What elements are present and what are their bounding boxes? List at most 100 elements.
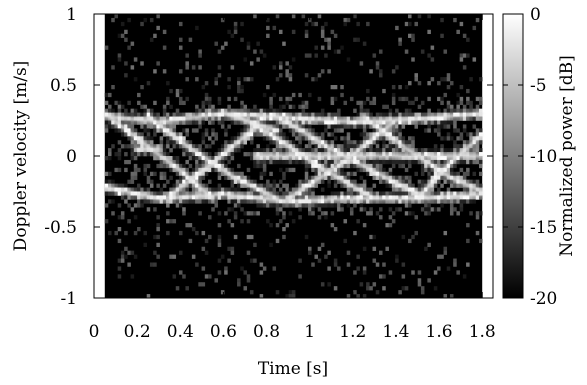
- heatmap-cell: [124, 167, 128, 173]
- heatmap-cell: [108, 179, 112, 184]
- heatmap-cell: [185, 159, 189, 165]
- heatmap-cell: [182, 175, 186, 180]
- heatmap-cell: [304, 179, 309, 184]
- heatmap-cell: [182, 120, 186, 125]
- heatmap-cell: [124, 29, 128, 35]
- heatmap-cell: [366, 199, 370, 204]
- heatmap-cell: [249, 191, 254, 196]
- heatmap-cell: [120, 144, 125, 149]
- heatmap-cell: [320, 163, 325, 169]
- heatmap-cell: [443, 246, 448, 251]
- heatmap-cell: [427, 159, 431, 165]
- heatmap-cell: [227, 124, 231, 129]
- heatmap-cell: [469, 199, 473, 204]
- heatmap-cell: [220, 159, 225, 165]
- heatmap-cell: [137, 183, 141, 188]
- heatmap-cell: [259, 203, 264, 208]
- heatmap-cell: [314, 152, 318, 157]
- heatmap-cell: [214, 191, 218, 196]
- heatmap-cell: [159, 140, 164, 145]
- heatmap-cell: [320, 159, 325, 165]
- heatmap-cell: [304, 234, 309, 240]
- heatmap-cell: [143, 148, 148, 153]
- heatmap-cell: [195, 230, 199, 236]
- heatmap-cell: [359, 203, 364, 208]
- heatmap-cell: [408, 140, 412, 145]
- heatmap-cell: [382, 144, 386, 149]
- heatmap-cell: [198, 175, 202, 180]
- heatmap-cell: [324, 120, 328, 125]
- heatmap-cell: [362, 167, 367, 173]
- heatmap-cell: [156, 112, 160, 117]
- heatmap-cell: [372, 159, 377, 165]
- heatmap-cell: [385, 183, 389, 188]
- heatmap-cell: [237, 136, 241, 141]
- heatmap-cell: [459, 191, 464, 196]
- heatmap-cell: [201, 112, 206, 117]
- heatmap-cell: [388, 215, 393, 220]
- heatmap-cell: [333, 152, 338, 157]
- heatmap-cell: [424, 156, 428, 161]
- heatmap-cell: [156, 215, 160, 220]
- heatmap-cell: [156, 199, 160, 204]
- heatmap-cell: [111, 85, 115, 90]
- heatmap-cell: [246, 278, 251, 283]
- heatmap-cell: [198, 144, 202, 149]
- heatmap-cell: [427, 29, 431, 35]
- heatmap-cell: [472, 132, 477, 137]
- heatmap-cell: [278, 120, 283, 125]
- heatmap-cell: [301, 148, 306, 153]
- heatmap-cell: [469, 108, 473, 113]
- heatmap-cell: [288, 96, 293, 102]
- heatmap-cell: [278, 73, 283, 78]
- heatmap-cell: [449, 152, 454, 157]
- heatmap-cell: [230, 223, 235, 228]
- heatmap-cell: [275, 14, 280, 19]
- heatmap-cell: [262, 112, 267, 117]
- heatmap-cell: [427, 199, 431, 204]
- heatmap-cell: [104, 156, 109, 161]
- heatmap-cell: [443, 116, 448, 121]
- heatmap-cell: [378, 120, 383, 125]
- heatmap-cell: [330, 156, 335, 161]
- heatmap-cell: [295, 195, 299, 200]
- heatmap-cell: [111, 191, 115, 196]
- heatmap-cell: [156, 25, 160, 31]
- heatmap-cell: [433, 116, 438, 121]
- heatmap-cell: [462, 108, 467, 113]
- heatmap-cell: [249, 211, 254, 216]
- heatmap-cell: [320, 167, 325, 173]
- heatmap-cell: [172, 274, 177, 279]
- heatmap-cell: [420, 152, 425, 157]
- heatmap-cell: [456, 152, 460, 157]
- heatmap-cell: [217, 100, 222, 106]
- heatmap-cell: [472, 183, 477, 188]
- heatmap-cell: [398, 85, 402, 90]
- heatmap-cell: [320, 29, 325, 35]
- heatmap-cell: [395, 65, 399, 70]
- heatmap-cell: [437, 108, 441, 113]
- heatmap-cell: [362, 140, 367, 145]
- heatmap-cell: [353, 156, 357, 161]
- heatmap-cell: [404, 96, 409, 102]
- heatmap-cell: [340, 203, 344, 208]
- heatmap-cell: [175, 179, 180, 184]
- heatmap-cell: [462, 183, 467, 188]
- heatmap-cell: [172, 183, 177, 188]
- heatmap-cell: [372, 100, 377, 106]
- heatmap-cell: [246, 211, 251, 216]
- heatmap-cell: [308, 17, 312, 23]
- x-tick-label: 0.6: [210, 322, 237, 342]
- heatmap-cell: [269, 195, 273, 200]
- heatmap-cell: [308, 195, 312, 200]
- heatmap-cell: [217, 211, 222, 216]
- heatmap-cell: [369, 132, 373, 137]
- heatmap-cell: [382, 132, 386, 137]
- heatmap-cell: [404, 211, 409, 216]
- heatmap-cell: [282, 120, 286, 125]
- heatmap-cell: [472, 108, 477, 113]
- heatmap-cell: [214, 156, 218, 161]
- heatmap-cell: [337, 128, 341, 133]
- heatmap-cell: [214, 77, 218, 82]
- heatmap-cell: [404, 203, 409, 208]
